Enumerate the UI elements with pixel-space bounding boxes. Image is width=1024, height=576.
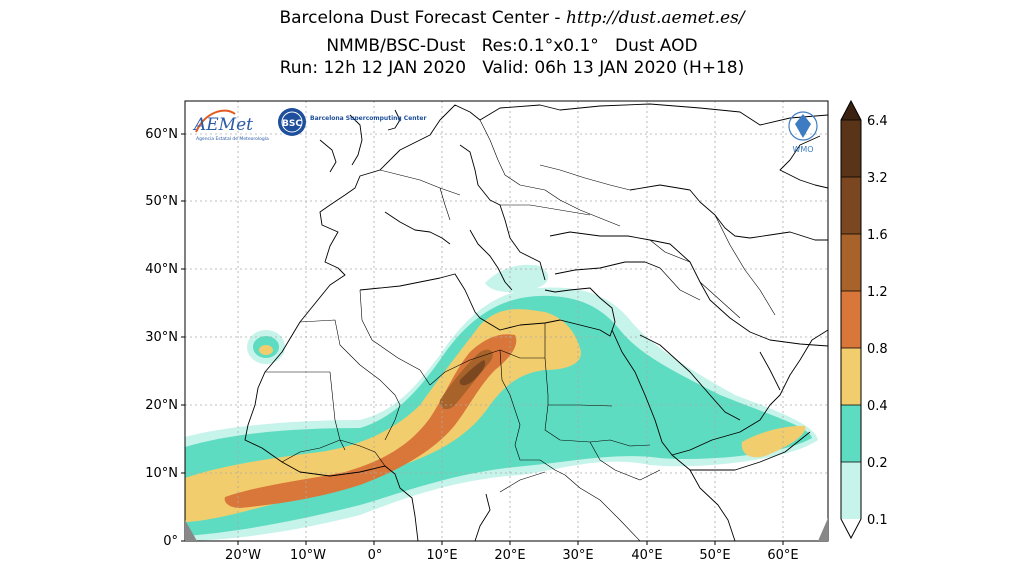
lat-label-60n: 60°N (145, 127, 178, 142)
colorbar-outline (840, 99, 862, 540)
colorbar-label-0.8: 0.8 (867, 342, 888, 357)
no-data-corner-left (185, 520, 197, 541)
country-borders (265, 119, 776, 541)
lat-label-10n: 10°N (145, 466, 178, 481)
colorbar-label-3.2: 3.2 (867, 171, 888, 186)
colorbar-segment-1.6-3.2 (841, 177, 861, 234)
bsc-name: Barcelona Supercomputing Center (310, 115, 426, 122)
lon-label-0: 0° (368, 548, 383, 563)
lon-label-10w: 10°W (290, 548, 326, 563)
title-prefix: Barcelona Dust Forecast Center - (279, 8, 566, 28)
lon-label-20e: 20°E (494, 548, 525, 563)
colorbar-label-0.2: 0.2 (867, 456, 888, 471)
coastlines (244, 103, 828, 541)
lon-ticks (237, 541, 784, 545)
colorbar-label-1.6: 1.6 (867, 228, 888, 243)
colorbar-label-0.4: 0.4 (867, 399, 888, 414)
colorbar-segment-1.2-1.6 (841, 234, 861, 291)
lat-label-0: 0° (163, 534, 178, 549)
colorbar-label-1.2: 1.2 (867, 285, 888, 300)
wmo-emblem-center (795, 114, 811, 138)
lat-label-40n: 40°N (145, 262, 178, 277)
map-title: Barcelona Dust Forecast Center - http://… (0, 7, 1024, 29)
lon-label-40e: 40°E (631, 548, 662, 563)
title-url: http://dust.aemet.es/ (565, 8, 745, 28)
colorbar-min-arrow (841, 519, 861, 538)
model-info: NMMB/BSC-Dust Res:0.1°x0.1° Dust AOD (326, 36, 698, 56)
lon-labels: 20°W 10°W 0° 10°E 20°E 30°E 40°E 50°E 60… (225, 548, 799, 563)
colorbar-label-6.4: 6.4 (867, 114, 888, 129)
bsc-acronym: BSC (282, 119, 302, 129)
colorbar-segment-3.2-6.4 (841, 120, 861, 177)
colorbar-segment-0.4-0.8 (841, 348, 861, 405)
lon-label-60e: 60°E (767, 548, 798, 563)
aemet-wordmark: AEMet (192, 115, 253, 135)
wmo-emblem (788, 111, 818, 141)
lon-label-10e: 10°E (426, 548, 457, 563)
lat-labels: 60°N 50°N 40°N 30°N 20°N 10°N 0° (145, 127, 178, 549)
lon-label-30e: 30°E (562, 548, 593, 563)
bsc-emblem-ring (281, 111, 303, 133)
colorbar-segment-0.2-0.4 (841, 405, 861, 462)
wmo-wordmark: WMO (792, 145, 813, 154)
wmo-logo: WMO (788, 111, 818, 154)
colorbar-label-0.1: 0.1 (867, 513, 888, 528)
aemet-logo: AEMet Agencia Estatal de Meteorología (192, 109, 269, 142)
no-data-corner-right (818, 518, 828, 541)
colorbar-ticks (841, 119, 861, 463)
lat-label-50n: 50°N (145, 194, 178, 209)
colorbar-segment-0.8-1.2 (841, 291, 861, 348)
lon-label-20w: 20°W (225, 548, 261, 563)
run-info: Run: 12h 12 JAN 2020 Valid: 06h 13 JAN 2… (279, 58, 745, 78)
aemet-subtitle: Agencia Estatal de Meteorología (196, 135, 269, 142)
colorbar: 0.1 0.2 0.4 0.8 1.2 1.6 3.2 6.4 (840, 99, 888, 540)
colorbar-segment-0.1-0.2 (841, 462, 861, 519)
lon-label-50e: 50°E (699, 548, 730, 563)
graticule (185, 101, 828, 541)
bsc-logo: BSC Barcelona Supercomputing Center (278, 108, 426, 136)
aemet-swoosh (195, 109, 236, 133)
lat-ticks (181, 133, 185, 542)
map-frame (184, 100, 829, 542)
lat-label-20n: 20°N (145, 398, 178, 413)
colorbar-max-arrow (841, 101, 861, 120)
lat-label-30n: 30°N (145, 330, 178, 345)
